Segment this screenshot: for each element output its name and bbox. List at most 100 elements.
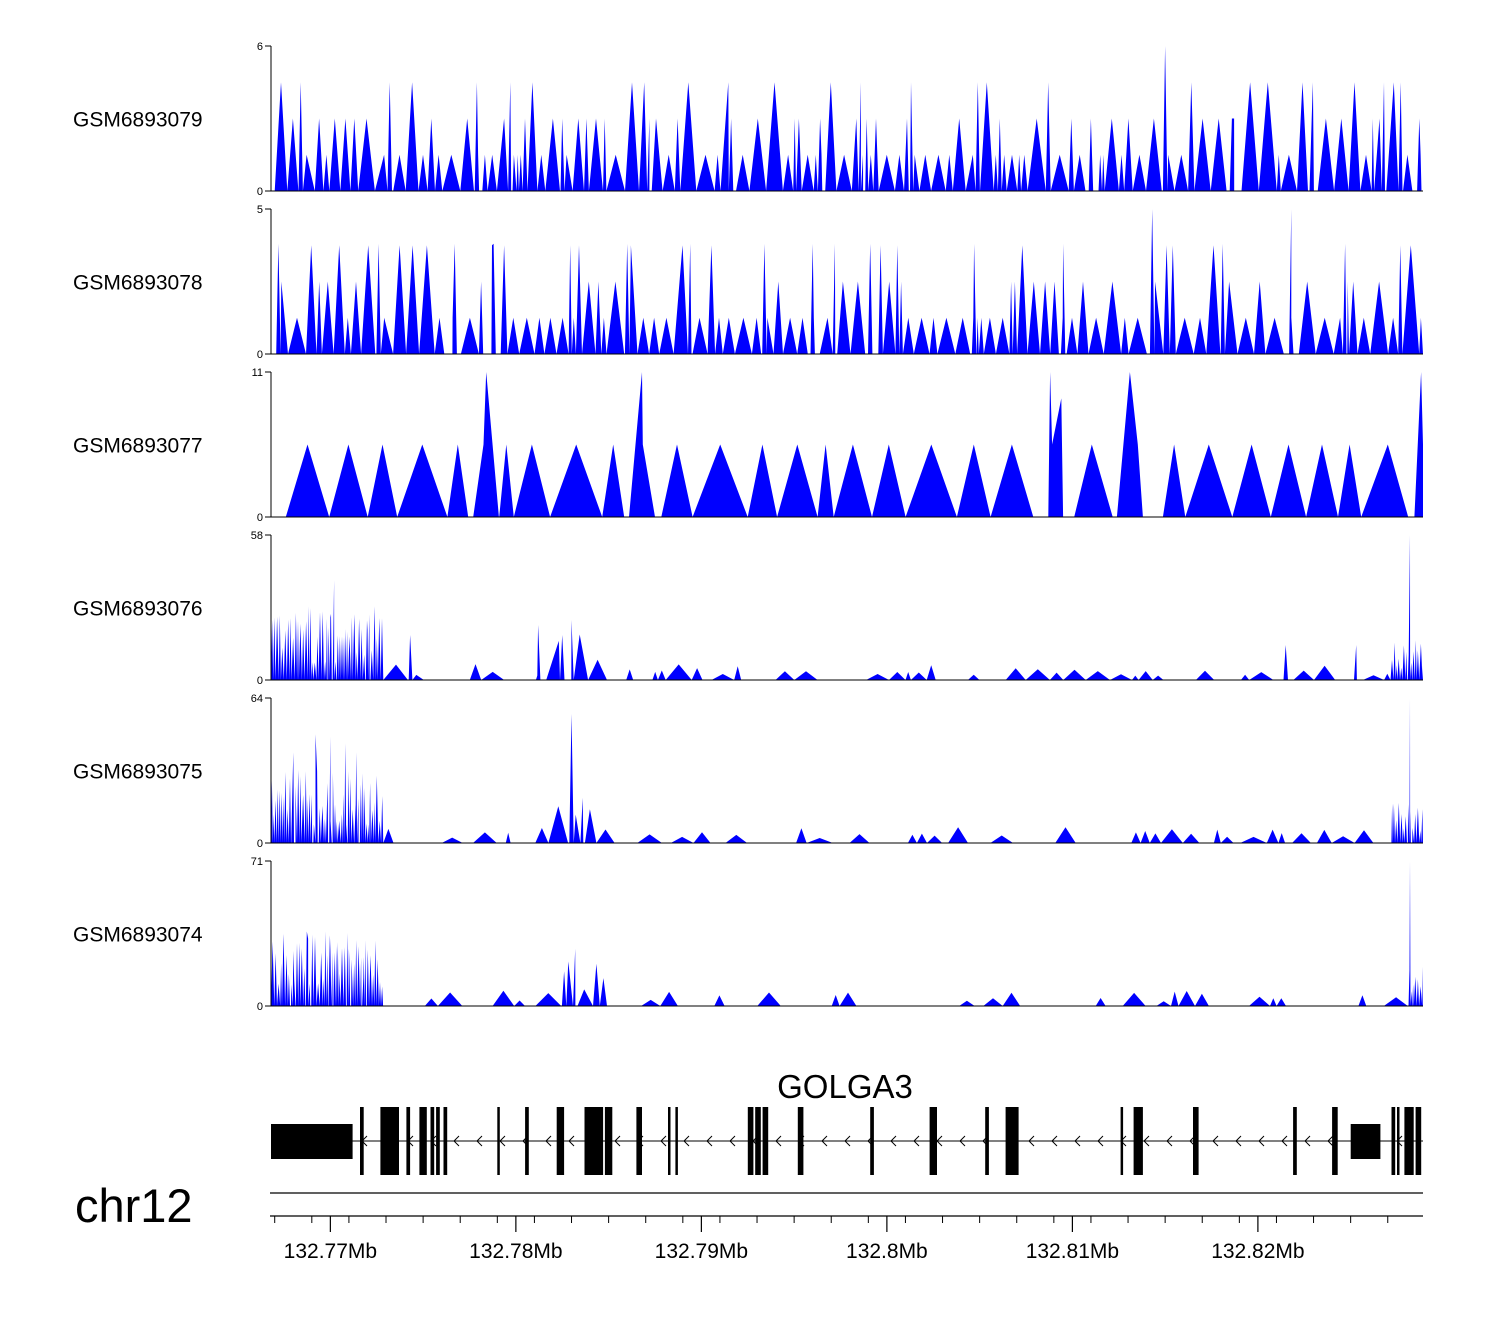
major-tick-label: 132.8Mb: [846, 1240, 928, 1263]
strand-arrow: [959, 1135, 966, 1147]
coverage-area: [271, 46, 1423, 191]
strand-arrow: [1051, 1135, 1058, 1147]
coverage-area: [271, 535, 1423, 680]
exon: [985, 1107, 989, 1175]
strand-arrow: [683, 1135, 690, 1147]
coverage-area: [271, 861, 1423, 1006]
exon: [797, 1107, 804, 1175]
strand-arrow: [913, 1135, 920, 1147]
x-axis-major-ticks: 132.77Mb 132.78Mb 132.79Mb 132.8Mb 132.81Mb 1…: [284, 1216, 1305, 1263]
strand-arrow: [821, 1135, 828, 1147]
exon: [1120, 1107, 1124, 1175]
strand-arrow: [775, 1135, 782, 1147]
exon: [747, 1107, 754, 1175]
y-axis-min-label: 0: [257, 838, 263, 850]
y-axis-min-label: 0: [257, 675, 263, 687]
exon: [556, 1107, 565, 1175]
exon: [380, 1107, 399, 1175]
ideogram-axis: chr12 132.77Mb 132.78Mb 132.79Mb 132.8Mb 132…: [75, 1179, 1423, 1263]
major-tick-label: 132.82Mb: [1211, 1240, 1304, 1263]
exon: [419, 1107, 427, 1175]
strand-arrow: [1212, 1135, 1219, 1147]
track-GSM6893077: 11 0 GSM6893077: [73, 367, 1423, 524]
track-GSM6893074: 71 0 GSM6893074: [73, 856, 1423, 1013]
strand-arrow: [660, 1135, 667, 1147]
y-axis-min-label: 0: [257, 186, 263, 198]
gene-exons: [271, 1107, 1422, 1175]
track-label: GSM6893076: [73, 598, 203, 621]
exon: [1193, 1107, 1199, 1175]
exon: [1397, 1107, 1400, 1175]
strand-arrow: [1304, 1135, 1311, 1147]
strand-arrow: [729, 1135, 736, 1147]
coverage-area: [271, 209, 1423, 354]
exon: [870, 1107, 874, 1175]
exon: [497, 1107, 500, 1175]
exon: [1350, 1124, 1381, 1159]
y-axis-max-label: 58: [251, 530, 263, 542]
exon: [755, 1107, 761, 1175]
gene-model: GOLGA3: [271, 1068, 1423, 1175]
strand-arrow: [568, 1135, 575, 1147]
y-axis-max-label: 11: [252, 367, 263, 379]
strand-arrow: [1327, 1135, 1334, 1147]
exon: [406, 1107, 411, 1175]
exon: [675, 1107, 678, 1175]
strand-arrow: [453, 1135, 460, 1147]
track-GSM6893078: 5 0 GSM6893078: [73, 204, 1423, 361]
coverage-tracks: 6 0 GSM6893079 5 0 GSM6893078 11 0 GSM6893077 58 0…: [73, 41, 1423, 1013]
exon: [360, 1107, 364, 1175]
track-label: GSM6893075: [73, 761, 203, 784]
strand-arrow: [1281, 1135, 1288, 1147]
strand-arrow: [499, 1135, 506, 1147]
exon: [443, 1107, 448, 1175]
y-axis-min-label: 0: [257, 512, 263, 524]
exon: [525, 1107, 529, 1175]
major-tick-label: 132.79Mb: [655, 1240, 748, 1263]
exon: [1133, 1107, 1143, 1175]
strand-arrow: [614, 1135, 621, 1147]
strand-arrow: [545, 1135, 552, 1147]
exon: [436, 1107, 440, 1175]
exon: [762, 1107, 769, 1175]
y-axis-min-label: 0: [257, 1001, 263, 1013]
strand-arrow: [890, 1135, 897, 1147]
major-tick-label: 132.81Mb: [1026, 1240, 1119, 1263]
track-label: GSM6893077: [73, 435, 203, 458]
y-axis-min-label: 0: [257, 349, 263, 361]
strand-arrow: [476, 1135, 483, 1147]
exon: [668, 1107, 671, 1175]
strand-arrow: [1097, 1135, 1104, 1147]
strand-arrow: [1166, 1135, 1173, 1147]
exon: [1005, 1107, 1019, 1175]
exon: [1332, 1107, 1338, 1175]
exon: [604, 1107, 613, 1175]
y-axis-max-label: 64: [251, 693, 263, 705]
x-axis-minor-ticks: [274, 1216, 1389, 1223]
track-GSM6893079: 6 0 GSM6893079: [73, 41, 1423, 198]
track-GSM6893075: 64 0 GSM6893075: [73, 693, 1423, 850]
strand-arrow: [1235, 1135, 1242, 1147]
track-GSM6893076: 58 0 GSM6893076: [73, 530, 1423, 687]
y-axis-max-label: 6: [257, 41, 263, 53]
chromosome-label: chr12: [75, 1179, 193, 1232]
y-axis-max-label: 71: [251, 856, 263, 868]
strand-arrow: [1258, 1135, 1265, 1147]
exon: [271, 1124, 353, 1159]
major-tick-label: 132.77Mb: [284, 1240, 377, 1263]
exon: [1404, 1107, 1414, 1175]
exon: [929, 1107, 937, 1175]
coverage-area: [271, 372, 1423, 517]
track-label: GSM6893078: [73, 272, 203, 295]
exon: [1415, 1107, 1422, 1175]
exon: [636, 1107, 642, 1175]
track-label: GSM6893079: [73, 109, 203, 132]
coverage-area: [271, 698, 1423, 843]
gene-label: GOLGA3: [777, 1068, 913, 1105]
track-label: GSM6893074: [73, 924, 203, 947]
y-axis-max-label: 5: [257, 204, 263, 216]
strand-arrow: [706, 1135, 713, 1147]
strand-arrow: [1074, 1135, 1081, 1147]
exon: [584, 1107, 604, 1175]
